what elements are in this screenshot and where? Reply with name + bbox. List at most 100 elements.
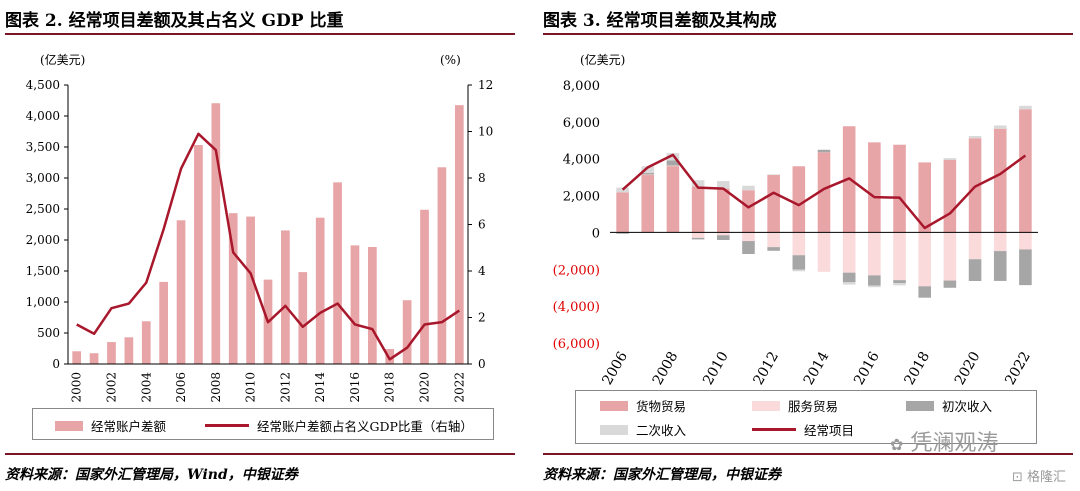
stacked-bar-segment bbox=[767, 175, 780, 233]
left-source-rule bbox=[5, 453, 515, 455]
left-y-tick-label: 3,500 bbox=[26, 140, 60, 154]
stacked-bar-segment bbox=[742, 232, 755, 242]
left-y-tick-label: 4,500 bbox=[26, 78, 60, 92]
stacked-bar-segment bbox=[742, 190, 755, 233]
legend-item-current-account-total: 经常项目 bbox=[752, 420, 854, 439]
stacked-bar-segment bbox=[968, 136, 982, 139]
bar bbox=[72, 351, 82, 364]
bar-swatch bbox=[55, 420, 83, 431]
x-tick-label: 2022 bbox=[1002, 349, 1034, 388]
stacked-bar-segment bbox=[993, 125, 1007, 129]
stacked-bar-segment bbox=[717, 232, 730, 236]
stacked-bar-segment bbox=[918, 286, 931, 298]
logo-icon: ⊡ bbox=[1012, 470, 1023, 485]
stacked-bar-segment bbox=[792, 166, 806, 233]
stacked-bar-segment bbox=[767, 174, 780, 176]
x-tick-label: 2006 bbox=[174, 372, 188, 403]
stacked-bar-segment bbox=[993, 232, 1007, 252]
stacked-bar-segment bbox=[1019, 232, 1032, 250]
stacked-bar-segment bbox=[842, 282, 856, 285]
bar bbox=[211, 103, 221, 364]
bar bbox=[246, 216, 255, 364]
x-tick-label: 2012 bbox=[750, 349, 782, 388]
x-tick-label: 2006 bbox=[599, 349, 631, 388]
stacked-bar-segment bbox=[893, 232, 906, 281]
right-y-tick-label: 10 bbox=[478, 125, 493, 139]
bar bbox=[298, 272, 308, 364]
right-chart-title: 图表 3. 经常项目差额及其构成 bbox=[543, 11, 777, 31]
x-tick-label: 2000 bbox=[70, 372, 84, 403]
legend-label-goods: 货物贸易 bbox=[636, 399, 687, 414]
left-chart-title: 图表 2. 经常项目差额及其占名义 GDP 比重 bbox=[5, 11, 344, 31]
right-legend: 货物贸易 服务贸易 初次收入 二次收入 经常项目 bbox=[575, 390, 1037, 444]
bar bbox=[89, 353, 99, 364]
x-tick-label: 2002 bbox=[104, 372, 118, 403]
left-y-tick-label: 2,500 bbox=[26, 202, 60, 216]
bar bbox=[402, 300, 412, 364]
bar bbox=[454, 105, 464, 365]
stacked-bar-segment bbox=[666, 165, 680, 167]
stacked-bar-segment bbox=[691, 237, 705, 240]
legend-label-gdp-ratio: 经常账户差额占名义GDP比重（右轴） bbox=[257, 419, 473, 434]
legend-label-services: 服务贸易 bbox=[788, 399, 839, 414]
y-tick-label: 0 bbox=[592, 226, 600, 241]
y-tick-label: 8,000 bbox=[563, 79, 600, 94]
watermark-brand: ✿ 凭澜观涛 bbox=[890, 425, 998, 457]
bar bbox=[420, 209, 429, 364]
legend-label-current-account: 经常账户差额 bbox=[91, 419, 167, 434]
x-tick-label: 2010 bbox=[244, 372, 258, 403]
watermark-logo-text: 格隆汇 bbox=[1027, 470, 1067, 485]
stacked-bar-segment bbox=[868, 142, 881, 233]
stacked-bar-segment bbox=[641, 166, 655, 174]
legend-item-goods: 货物贸易 bbox=[600, 396, 686, 415]
x-tick-label: 2004 bbox=[139, 372, 153, 403]
stacked-bar-segment bbox=[993, 128, 1007, 233]
right-y-tick-label: 6 bbox=[478, 218, 486, 232]
right-source: 资料来源：国家外汇管理局，中银证券 bbox=[543, 467, 781, 483]
stacked-bar-segment bbox=[943, 232, 957, 281]
x-tick-label: 2020 bbox=[418, 372, 432, 403]
bar bbox=[368, 247, 377, 364]
stacked-bar-segment bbox=[691, 232, 705, 238]
left-y-tick-label: 3,000 bbox=[26, 171, 60, 185]
stacked-bar-segment bbox=[993, 251, 1007, 281]
legend-item-current-account: 经常账户差额 bbox=[55, 416, 166, 435]
stacked-bar-segment bbox=[1019, 105, 1032, 110]
y-tick-label: 2,000 bbox=[563, 190, 600, 205]
bar bbox=[281, 230, 290, 364]
x-tick-label: 2010 bbox=[700, 349, 732, 388]
x-tick-label: 2020 bbox=[952, 349, 984, 388]
x-tick-label: 2008 bbox=[650, 349, 682, 388]
y-tick-label: 4,000 bbox=[563, 153, 600, 168]
total-line-swatch bbox=[752, 428, 796, 431]
stacked-bar-segment bbox=[742, 241, 755, 255]
left-y-tick-label: 2,000 bbox=[26, 233, 60, 247]
stacked-bar-segment bbox=[641, 173, 655, 175]
legend-item-secondary: 二次收入 bbox=[600, 420, 686, 439]
stacked-bar-segment bbox=[943, 158, 957, 161]
right-y-tick-label: 0 bbox=[478, 357, 486, 371]
left-y-tick-label: 1,500 bbox=[26, 264, 60, 278]
left-title-rule bbox=[5, 33, 515, 35]
stacked-bar-segment bbox=[817, 152, 831, 233]
stacked-bar-segment bbox=[968, 232, 982, 260]
stacked-bar-segment bbox=[792, 232, 806, 256]
stacked-bar-segment bbox=[742, 185, 755, 191]
bar bbox=[350, 245, 360, 364]
right-chart: (亿美元) (6,000) (4,000) (2,000) 0 2,000 4,000 6,0… bbox=[553, 52, 1038, 388]
bar bbox=[124, 337, 134, 364]
x-tick-label: 2018 bbox=[901, 349, 933, 388]
stacked-bar-segment bbox=[717, 188, 730, 233]
stacked-bar-segment bbox=[666, 166, 680, 233]
stacked-bar-segment bbox=[717, 235, 730, 240]
y-tick-label: (6,000) bbox=[553, 337, 600, 352]
stacked-bar-segment bbox=[691, 186, 705, 233]
stacked-bar-segment bbox=[817, 232, 831, 272]
x-tick-label: 2018 bbox=[383, 372, 397, 403]
stacked-bar-segment bbox=[868, 275, 881, 286]
legend-label-current-account-total: 经常项目 bbox=[804, 423, 855, 438]
secondary-swatch bbox=[600, 424, 628, 435]
watermark-brand-text: 凭澜观涛 bbox=[910, 431, 999, 456]
stacked-bar-segment bbox=[717, 181, 730, 189]
legend-item-primary: 初次收入 bbox=[906, 396, 992, 415]
